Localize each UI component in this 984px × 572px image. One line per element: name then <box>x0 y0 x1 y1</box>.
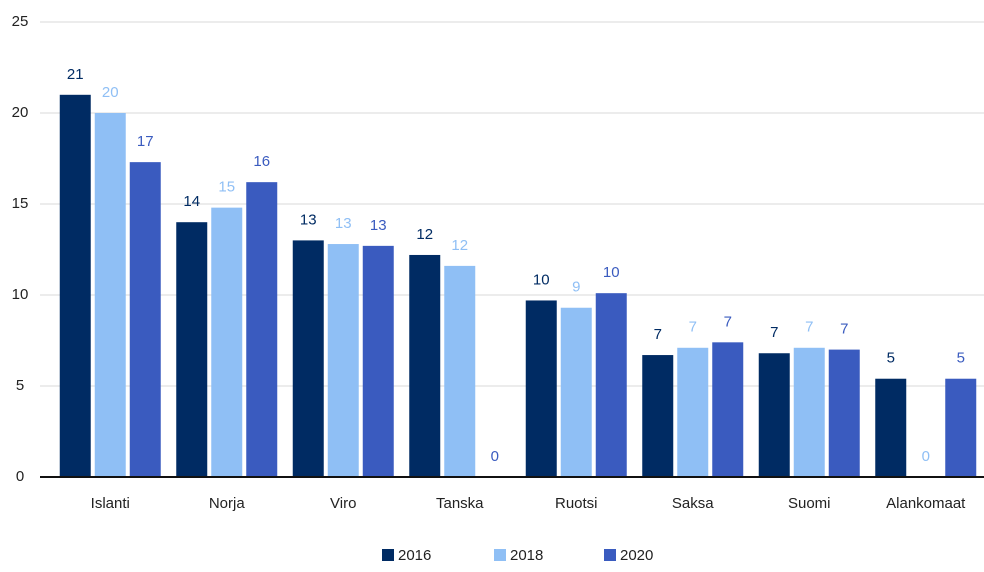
data-label: 7 <box>770 324 778 341</box>
bar <box>362 245 394 477</box>
legend-swatch <box>494 549 506 561</box>
y-tick-label: 5 <box>16 377 24 394</box>
x-tick-label: Alankomaat <box>886 495 966 512</box>
bar <box>444 265 476 477</box>
data-label: 7 <box>654 326 662 343</box>
data-label: 7 <box>840 321 848 338</box>
x-tick-label: Suomi <box>788 495 831 512</box>
data-label: 13 <box>300 211 317 228</box>
data-label: 13 <box>335 215 352 232</box>
y-tick-label: 15 <box>12 195 29 212</box>
data-label: 0 <box>491 448 499 465</box>
data-label: 9 <box>572 279 580 296</box>
bar <box>875 378 907 477</box>
x-tick-label: Tanska <box>436 495 484 512</box>
bar <box>828 349 860 477</box>
data-label: 5 <box>957 350 965 367</box>
data-label: 0 <box>922 448 930 465</box>
bar <box>945 378 977 477</box>
bar <box>758 353 790 477</box>
data-label: 7 <box>805 319 813 336</box>
bar <box>525 300 557 477</box>
legend-label: 2018 <box>510 547 543 564</box>
y-tick-label: 20 <box>12 104 29 121</box>
bar <box>409 254 441 477</box>
bar <box>59 94 91 478</box>
data-label: 13 <box>370 217 387 234</box>
x-tick-label: Viro <box>330 495 356 512</box>
bar <box>327 244 359 477</box>
x-tick-label: Ruotsi <box>555 495 598 512</box>
data-label: 21 <box>67 66 84 83</box>
x-tick-label: Saksa <box>672 495 714 512</box>
legend-swatch <box>382 549 394 561</box>
legend-label: 2020 <box>620 547 653 564</box>
bar <box>677 347 709 477</box>
bar <box>712 342 744 477</box>
y-tick-label: 25 <box>12 13 29 30</box>
bar <box>211 207 243 477</box>
data-label: 7 <box>724 313 732 330</box>
legend-swatch <box>604 549 616 561</box>
bar <box>246 182 278 477</box>
x-tick-label: Islanti <box>91 495 130 512</box>
y-tick-label: 0 <box>16 468 24 485</box>
bar <box>129 162 161 477</box>
data-label: 17 <box>137 133 154 150</box>
data-label: 7 <box>689 319 697 336</box>
x-tick-label: Norja <box>209 495 246 512</box>
bar <box>642 355 674 477</box>
data-label: 12 <box>416 226 433 243</box>
bar <box>176 222 208 477</box>
data-label: 14 <box>183 193 200 210</box>
data-label: 10 <box>603 264 620 281</box>
data-label: 20 <box>102 84 119 101</box>
data-label: 10 <box>533 271 550 288</box>
bar <box>94 113 126 477</box>
data-label: 5 <box>887 350 895 367</box>
data-label: 15 <box>218 179 235 196</box>
bar <box>793 347 825 477</box>
y-tick-label: 10 <box>12 286 29 303</box>
bar <box>595 293 627 477</box>
data-label: 16 <box>253 153 270 170</box>
bar <box>560 307 592 477</box>
legend-label: 2016 <box>398 547 431 564</box>
bar <box>292 240 324 477</box>
data-label: 12 <box>451 237 468 254</box>
